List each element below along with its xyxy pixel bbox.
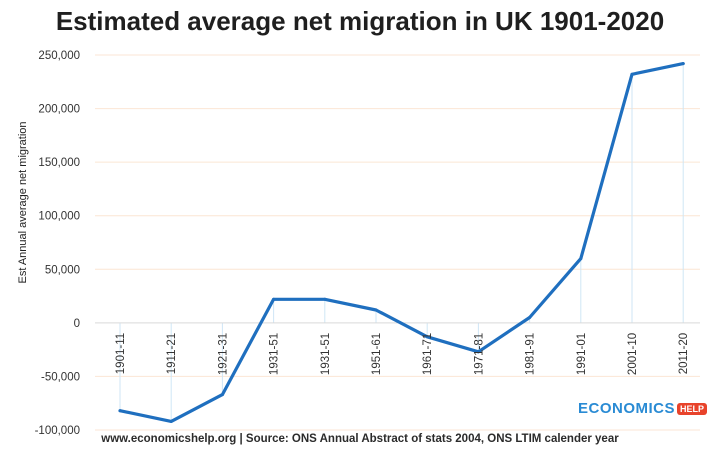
x-tick-label: 1961-71 bbox=[422, 333, 434, 375]
logo-word: ECONOMICS bbox=[578, 400, 676, 417]
y-tick-label: 250,000 bbox=[38, 50, 80, 62]
x-tick-label: 1931-51 bbox=[320, 333, 332, 375]
series-line bbox=[118, 61, 685, 423]
chart-title: Estimated average net migration in UK 19… bbox=[55, 6, 665, 36]
x-tick-label: 1981-91 bbox=[525, 333, 537, 375]
data-point bbox=[476, 350, 480, 354]
data-point bbox=[528, 316, 532, 319]
x-tick-label: 1931-51 bbox=[269, 333, 281, 375]
series bbox=[118, 61, 685, 423]
x-tick-label: 1971-81 bbox=[473, 333, 485, 375]
x-tick-label: 1921-31 bbox=[217, 333, 229, 375]
y-tick-label: 200,000 bbox=[38, 104, 80, 116]
x-tick-label: 1911-21 bbox=[166, 333, 178, 374]
y-tick-label: -50,000 bbox=[41, 371, 80, 383]
economics-help-logo: ECONOMICS HELP bbox=[578, 400, 708, 417]
y-axis-label: Est Annual average net migration bbox=[17, 121, 29, 283]
drop-lines bbox=[119, 63, 684, 422]
y-tick-label: 0 bbox=[74, 318, 80, 330]
data-point bbox=[579, 257, 583, 261]
data-point bbox=[220, 393, 224, 397]
gridlines bbox=[95, 54, 700, 431]
data-point bbox=[630, 72, 634, 76]
data-point bbox=[374, 308, 378, 312]
x-tick-label: 1991-01 bbox=[576, 333, 588, 375]
x-tick-label: 2011-20 bbox=[678, 333, 690, 374]
data-point bbox=[323, 297, 327, 301]
x-tick-label: 1901-11 bbox=[115, 333, 127, 374]
y-tick-label: -100,000 bbox=[35, 425, 80, 437]
data-point bbox=[681, 62, 685, 66]
data-point bbox=[425, 335, 429, 339]
source-footer: www.economicshelp.org | Source: ONS Annu… bbox=[101, 433, 619, 445]
x-tick-label: 1951-61 bbox=[371, 333, 383, 375]
y-tick-label: 150,000 bbox=[38, 157, 80, 169]
data-point bbox=[118, 409, 122, 413]
tick-labels: -100,000 -50,000 0 50,000 100,000 150,000 200,… bbox=[35, 50, 691, 437]
y-tick-label: 100,000 bbox=[38, 211, 80, 223]
data-point bbox=[272, 297, 276, 301]
logo-badge: HELP bbox=[677, 402, 708, 415]
y-tick-label: 50,000 bbox=[45, 264, 80, 276]
data-point bbox=[169, 419, 173, 423]
x-tick-label: 2001-10 bbox=[627, 333, 639, 375]
